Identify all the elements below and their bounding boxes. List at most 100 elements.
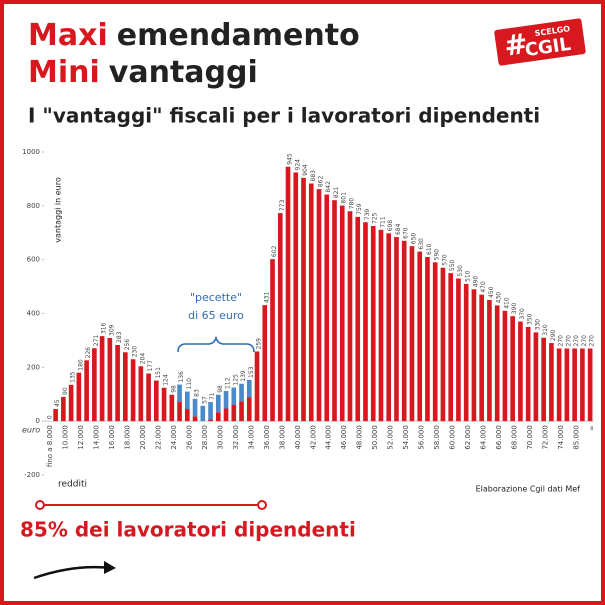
bar <box>463 283 469 422</box>
bar <box>138 366 144 422</box>
title-rest: vantaggi <box>109 55 258 90</box>
value-label: 204 <box>139 353 146 365</box>
bar <box>200 405 206 422</box>
bar <box>425 256 430 422</box>
value-label: 330 <box>534 319 541 331</box>
logo: # SCELGO CGIL <box>494 18 586 66</box>
value-label: 630 <box>418 238 425 250</box>
bar <box>246 397 252 422</box>
value-label: 0 <box>46 415 53 419</box>
value-label: 842 <box>325 181 332 193</box>
value-label: 110 <box>186 378 193 390</box>
bar <box>293 172 299 422</box>
value-label: 602 <box>271 245 278 257</box>
value-label: 316 <box>101 322 108 334</box>
bar <box>177 384 182 403</box>
value-label: 259 <box>256 338 263 350</box>
annotation: di 65 euro <box>188 309 244 322</box>
y-axis-label: vantaggi in euro <box>54 177 63 243</box>
x-tick-label: 85.000 <box>573 425 581 450</box>
x-tick-label: fino a 8.000 <box>46 425 54 467</box>
x-tick-label: 60.000 <box>449 425 457 450</box>
x-tick-label: 26.000 <box>185 425 193 450</box>
bar <box>254 351 260 422</box>
subtitle: I "vantaggi" fiscali per i lavoratori di… <box>28 104 540 128</box>
x-tick-label: 30.000 <box>216 425 224 450</box>
y-tick-label: 800 <box>27 202 40 210</box>
footer: 85% dei lavoratori dipendenti <box>20 518 356 542</box>
bar <box>92 348 97 422</box>
bar <box>386 233 392 422</box>
y-tick-label: 400 <box>27 310 40 318</box>
bar <box>215 412 221 422</box>
value-label: 370 <box>519 308 526 320</box>
x-tick-label: 64.000 <box>480 425 488 450</box>
value-label: 430 <box>496 292 503 304</box>
bar <box>324 194 330 422</box>
arrow <box>33 565 113 580</box>
title-line-1: Maxi emendamento <box>28 18 360 53</box>
bar <box>115 344 120 422</box>
value-label: 410 <box>503 297 510 309</box>
bar <box>332 200 337 422</box>
bar <box>572 348 577 422</box>
x-tick-label: 48.000 <box>356 425 364 450</box>
bar <box>518 321 523 422</box>
value-label: 309 <box>108 324 115 336</box>
value-label: 670 <box>403 227 410 239</box>
x-tick-label: 44.000 <box>325 425 333 450</box>
bar <box>316 189 322 422</box>
value-label: 310 <box>542 324 549 336</box>
bar <box>154 380 159 422</box>
bar <box>177 402 182 422</box>
bar <box>448 273 454 422</box>
bar <box>363 222 368 422</box>
bar <box>107 337 113 422</box>
value-label: 290 <box>550 329 557 341</box>
value-label: 135 <box>70 371 77 383</box>
value-label: 270 <box>589 335 596 347</box>
bar <box>68 384 74 422</box>
value-label: 90 <box>62 387 69 395</box>
bar <box>510 316 515 422</box>
arrowhead <box>104 561 116 574</box>
y-tick-label: 200 <box>27 363 40 371</box>
bar <box>494 305 500 422</box>
value-label: 45 <box>54 399 61 407</box>
bar <box>502 310 508 422</box>
x-tick-label: ∞ <box>588 425 596 431</box>
x-tick-label: 32.000 <box>232 425 240 450</box>
bar <box>556 348 562 422</box>
x-tick-label: 66.000 <box>495 425 503 450</box>
bar <box>277 213 283 422</box>
value-label: 431 <box>263 292 270 304</box>
value-label: 470 <box>480 281 487 293</box>
bar <box>587 348 593 422</box>
x-tick-label: 52.000 <box>387 425 395 450</box>
bar <box>130 359 136 422</box>
value-label: 124 <box>163 374 170 386</box>
value-label: 71 <box>209 392 216 400</box>
title-line-2: Mini vantaggi <box>28 55 258 90</box>
value-label: 256 <box>124 339 131 351</box>
x-tick-label: 10.000 <box>61 425 69 450</box>
value-label: 590 <box>434 249 441 261</box>
bar <box>223 391 229 409</box>
value-label: 270 <box>573 335 580 347</box>
bar <box>549 343 554 422</box>
y-tick-label: 600 <box>27 256 40 264</box>
x-tick-label: 12.000 <box>77 425 85 450</box>
bar <box>231 387 237 406</box>
value-label: 125 <box>232 374 239 386</box>
bar <box>169 394 175 422</box>
bar <box>471 289 477 422</box>
value-label: 136 <box>178 371 185 383</box>
bar <box>301 177 306 422</box>
value-label: 650 <box>410 233 417 245</box>
y-unit: euro <box>22 426 40 435</box>
x-tick-label: 18.000 <box>123 425 131 450</box>
bar <box>370 226 376 422</box>
value-label: 739 <box>364 209 371 221</box>
bar <box>355 216 361 422</box>
x-tick-label: 68.000 <box>511 425 519 450</box>
